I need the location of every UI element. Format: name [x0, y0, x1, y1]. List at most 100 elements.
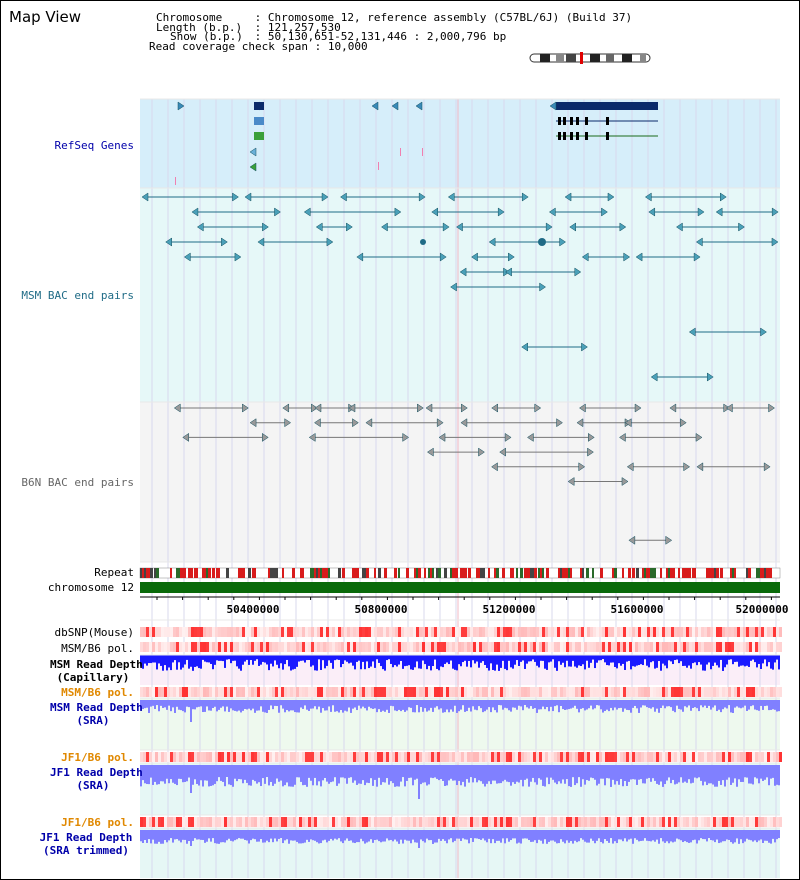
dbsnp-cell — [332, 627, 335, 637]
msm-b6-pol-cell — [659, 687, 662, 697]
repeat-element — [580, 568, 582, 578]
msm-b6-pol-cell — [437, 687, 440, 697]
depth-bar-msm-sra — [426, 700, 428, 712]
jf1-b6-pol-cell — [182, 817, 185, 827]
msm-b6-pol-cell — [383, 687, 386, 697]
depth-bar-msm-sra — [652, 700, 654, 708]
depth-bar-jf1-sra — [436, 765, 438, 779]
dbsnp-cell — [446, 627, 449, 637]
msm-b6-pol-cell — [212, 642, 215, 652]
depth-bar-jf1-trim — [186, 830, 188, 844]
track-label-b6n-bac[interactable]: B6N BAC end pairs — [21, 476, 134, 489]
repeat-element — [650, 568, 652, 578]
repeat-element — [612, 568, 614, 578]
dbsnp-cell — [149, 627, 152, 637]
depth-bar-jf1-sra — [728, 765, 730, 778]
repeat-element — [272, 568, 275, 578]
depth-bar-jf1-sra — [472, 765, 474, 783]
msm-b6-pol-cell — [401, 642, 404, 652]
msm-bac-end — [456, 222, 463, 232]
depth-bar-capillary — [290, 655, 292, 671]
depth-bar-jf1-sra — [598, 765, 600, 784]
track-label-msm-b6-pol-1[interactable]: MSM/B6 pol. — [61, 642, 134, 655]
jf1-b6-pol-cell — [278, 752, 281, 762]
depth-bar-capillary — [166, 655, 168, 671]
msm-b6-pol-cell — [692, 642, 695, 652]
jf1-b6-pol-cell — [485, 817, 488, 827]
depth-bar-jf1-trim — [570, 830, 572, 842]
track-label-msm-depth-cap[interactable]: MSM Read Depth (Capillary) — [50, 658, 143, 684]
depth-bar-msm-sra — [232, 700, 234, 711]
depth-bar-msm-sra — [350, 700, 352, 713]
msm-b6-pol-cell — [167, 642, 170, 652]
dbsnp-cell — [608, 627, 611, 637]
msm-depth-sra-line2: (SRA) — [76, 714, 110, 727]
jf1-b6-pol-cell — [404, 752, 407, 762]
track-label-refseq[interactable]: RefSeq Genes — [54, 139, 134, 152]
dbsnp-cell — [221, 627, 224, 637]
depth-bar-msm-sra — [662, 700, 664, 706]
track-label-jf1-depth-sra[interactable]: JF1 Read Depth (SRA) — [50, 766, 143, 792]
repeat-element — [276, 568, 278, 578]
dbsnp-cell — [197, 627, 200, 637]
msm-b6-pol-cell — [716, 687, 719, 697]
depth-bar-capillary — [282, 655, 284, 670]
depth-bar-jf1-trim — [312, 830, 314, 841]
msm-bac-end — [693, 252, 701, 262]
depth-bar-jf1-trim — [598, 830, 600, 839]
depth-bar-msm-sra — [302, 700, 304, 709]
track-label-jf1-depth-trim[interactable]: JF1 Read Depth (SRA trimmed) — [36, 831, 136, 857]
depth-bar-jf1-trim — [174, 830, 176, 840]
depth-bar-jf1-trim — [382, 830, 384, 842]
b6n-bac-end — [365, 418, 373, 428]
dbsnp-cell — [473, 627, 476, 637]
track-label-jf1-b6-pol-2[interactable]: JF1/B6 pol. — [61, 816, 134, 829]
jf1-b6-pol-cell — [620, 752, 623, 762]
track-label-repeat[interactable]: Repeat — [94, 566, 134, 579]
dbsnp-cell — [158, 627, 161, 637]
track-label-msm-bac[interactable]: MSM BAC end pairs — [21, 289, 134, 302]
jf1-b6-pol-cell — [149, 752, 152, 762]
jf1-b6-pol-cell — [584, 817, 587, 827]
track-label-msm-depth-sra[interactable]: MSM Read Depth (SRA) — [50, 701, 143, 727]
depth-bar-msm-sra — [546, 700, 548, 708]
depth-bar-jf1-sra — [680, 765, 682, 778]
depth-bar-capillary — [162, 655, 164, 671]
gene-tick — [175, 177, 176, 185]
depth-bar-capillary — [236, 655, 238, 667]
msm-bac-end — [771, 207, 779, 217]
jf1-b6-pol-cell — [485, 752, 488, 762]
depth-bar-jf1-trim — [558, 830, 560, 844]
track-label-msm-b6-pol-2[interactable]: MSM/B6 pol. — [61, 686, 134, 699]
gene-exon — [558, 117, 561, 125]
depth-bar-capillary — [720, 655, 722, 660]
depth-bar-capillary — [580, 655, 582, 667]
track-label-jf1-b6-pol-1[interactable]: JF1/B6 pol. — [61, 751, 134, 764]
depth-bar-jf1-trim — [712, 830, 714, 841]
depth-bar-jf1-trim — [160, 830, 162, 844]
dbsnp-cell — [704, 627, 707, 637]
depth-bar-capillary — [474, 655, 476, 664]
msm-b6-pol-cell — [266, 642, 269, 652]
depth-bar-jf1-trim — [306, 830, 308, 840]
dbsnp-cell — [194, 627, 197, 637]
b6n-bac-end — [282, 403, 290, 413]
depth-bar-jf1-sra — [556, 765, 558, 785]
gene-tick — [378, 162, 379, 170]
depth-bar-jf1-trim — [758, 830, 760, 841]
track-label-dbsnp[interactable]: dbSNP(Mouse) — [54, 626, 134, 639]
depth-bar-capillary — [354, 655, 356, 670]
depth-bar-capillary — [248, 655, 250, 665]
msm-b6-pol-cell — [200, 687, 203, 697]
depth-bar-jf1-trim — [358, 830, 360, 843]
depth-bar-jf1-sra — [252, 765, 254, 780]
msm-b6-pol-cell — [314, 642, 317, 652]
msm-b6-pol-cell — [290, 642, 293, 652]
jf1-b6-pol-cell — [434, 817, 437, 827]
msm-b6-pol-cell — [629, 642, 632, 652]
depth-bar-msm-sra — [660, 700, 662, 708]
msm-b6-pol-cell — [368, 687, 371, 697]
depth-bar-jf1-sra — [206, 765, 208, 781]
msm-b6-pol-cell — [455, 642, 458, 652]
repeat-element — [586, 568, 589, 578]
